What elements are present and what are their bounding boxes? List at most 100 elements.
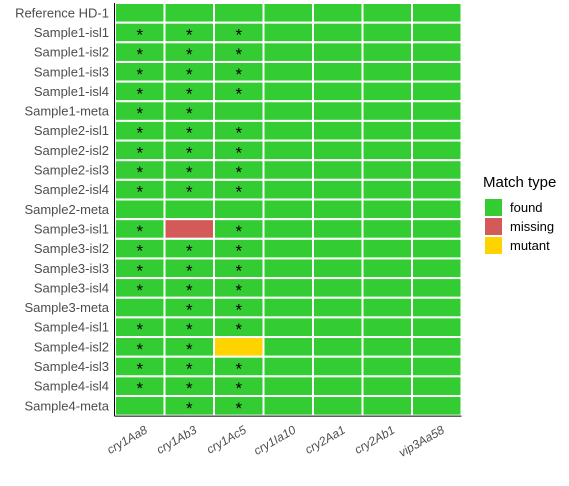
heatmap-cell bbox=[361, 60, 413, 83]
y-tick-label: Sample1-isl1 bbox=[34, 25, 109, 40]
heatmap-cell bbox=[262, 21, 314, 44]
heatmap-cell bbox=[262, 139, 314, 162]
y-tick-label: Sample2-meta bbox=[24, 202, 109, 217]
heatmap-cell bbox=[262, 218, 314, 240]
heatmap-cell bbox=[411, 100, 463, 122]
y-tick-label: Sample3-isl3 bbox=[34, 261, 109, 276]
heatmap-cell bbox=[262, 355, 314, 378]
heatmap-cell bbox=[361, 21, 413, 44]
heatmap-cell bbox=[213, 336, 265, 358]
heatmap-cell bbox=[312, 60, 364, 83]
heatmap-cell bbox=[411, 119, 463, 142]
significance-star: * bbox=[186, 65, 193, 84]
significance-star: * bbox=[235, 124, 242, 143]
heatmap-cell bbox=[411, 355, 463, 378]
significance-star: * bbox=[235, 65, 242, 84]
significance-star: * bbox=[136, 45, 143, 64]
significance-star: * bbox=[186, 25, 193, 44]
heatmap-cell bbox=[411, 60, 463, 83]
significance-star: * bbox=[136, 281, 143, 300]
heatmap-cell bbox=[361, 198, 413, 221]
heatmap-cell bbox=[163, 2, 215, 24]
significance-star: * bbox=[186, 45, 193, 64]
significance-star: * bbox=[186, 379, 193, 398]
heatmap-cell bbox=[411, 159, 463, 181]
heatmap-cell bbox=[213, 198, 265, 221]
y-tick-label: Sample1-isl3 bbox=[34, 64, 109, 79]
heatmap-cell bbox=[312, 159, 364, 181]
heatmap-cell bbox=[312, 2, 364, 24]
heatmap-cell bbox=[213, 100, 265, 122]
heatmap-cell bbox=[312, 139, 364, 162]
heatmap-cell bbox=[411, 395, 463, 417]
heatmap-cell bbox=[163, 218, 215, 240]
heatmap-cell bbox=[262, 395, 314, 417]
heatmap-cell bbox=[361, 139, 413, 162]
heatmap-cell bbox=[262, 41, 314, 63]
significance-star: * bbox=[235, 379, 242, 398]
heatmap-cell bbox=[312, 316, 364, 339]
heatmap-cell bbox=[262, 178, 314, 201]
significance-star: * bbox=[136, 379, 143, 398]
significance-star: * bbox=[186, 399, 193, 418]
significance-star: * bbox=[186, 360, 193, 379]
y-tick-label: Sample4-isl4 bbox=[34, 379, 109, 394]
heatmap-cell bbox=[312, 336, 364, 358]
heatmap-cell bbox=[114, 395, 166, 417]
y-tick-label: Sample4-isl2 bbox=[34, 339, 109, 354]
heatmap-cell bbox=[312, 198, 364, 221]
heatmap-cell bbox=[361, 218, 413, 240]
heatmap-cell bbox=[361, 355, 413, 378]
significance-star: * bbox=[186, 163, 193, 182]
heatmap-cell bbox=[114, 296, 166, 319]
significance-star: * bbox=[235, 360, 242, 379]
significance-star: * bbox=[136, 104, 143, 123]
significance-star: * bbox=[186, 242, 193, 261]
significance-star: * bbox=[136, 320, 143, 339]
significance-star: * bbox=[186, 124, 193, 143]
heatmap-cell bbox=[312, 119, 364, 142]
heatmap-cell bbox=[411, 218, 463, 240]
heatmap-cells bbox=[114, 2, 463, 417]
significance-star: * bbox=[136, 261, 143, 280]
y-tick-label: Sample2-isl3 bbox=[34, 163, 109, 178]
significance-star: * bbox=[235, 222, 242, 241]
heatmap-cell bbox=[312, 355, 364, 378]
heatmap-cell bbox=[361, 2, 413, 24]
x-tick-label: vip3Aa58 bbox=[396, 423, 447, 460]
heatmap-cell bbox=[262, 198, 314, 221]
significance-star: * bbox=[136, 222, 143, 241]
heatmap-cell bbox=[361, 100, 413, 122]
heatmap-cell bbox=[361, 119, 413, 142]
heatmap-cell bbox=[361, 277, 413, 299]
heatmap-cell bbox=[361, 375, 413, 398]
heatmap-cell bbox=[262, 80, 314, 103]
heatmap-cell bbox=[312, 218, 364, 240]
y-tick-label: Sample1-isl4 bbox=[34, 84, 109, 99]
heatmap-cell bbox=[312, 375, 364, 398]
significance-star: * bbox=[136, 340, 143, 359]
heatmap-cell bbox=[411, 257, 463, 280]
heatmap-cell bbox=[312, 237, 364, 260]
y-tick-label: Sample3-isl2 bbox=[34, 241, 109, 256]
x-tick-label: cry1Ac5 bbox=[204, 423, 249, 457]
legend-key-missing bbox=[485, 218, 502, 235]
heatmap-cell bbox=[411, 80, 463, 103]
heatmap-cell bbox=[262, 375, 314, 398]
heatmap-cell bbox=[312, 395, 364, 417]
significance-star: * bbox=[235, 183, 242, 202]
heatmap-cell bbox=[361, 80, 413, 103]
significance-star: * bbox=[235, 320, 242, 339]
heatmap-cell bbox=[262, 119, 314, 142]
heatmap-cell bbox=[411, 296, 463, 319]
y-tick-label: Sample1-meta bbox=[24, 104, 109, 119]
heatmap-cell bbox=[411, 2, 463, 24]
y-tick-label: Sample2-isl4 bbox=[34, 182, 109, 197]
y-tick-label: Reference HD-1 bbox=[15, 5, 109, 20]
x-axis-labels: cry1Aa8 cry1Ab3 cry1Ac5 cry1Ia10 cry2Aa1 cry2… bbox=[105, 423, 447, 460]
heatmap-cell bbox=[361, 395, 413, 417]
heatmap-cell bbox=[262, 316, 314, 339]
heatmap-cell bbox=[262, 2, 314, 24]
significance-star: * bbox=[186, 340, 193, 359]
heatmap-cell bbox=[361, 178, 413, 201]
